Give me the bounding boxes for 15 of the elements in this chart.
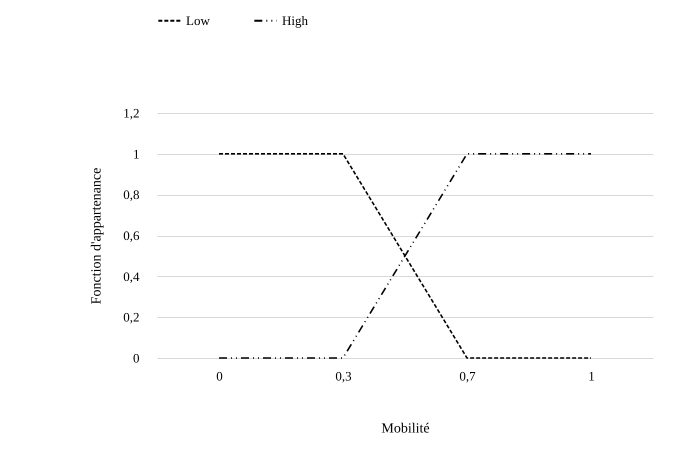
y-tick-label: 0,2 [123,310,140,325]
x-tick-label: 0,7 [459,368,476,384]
y-tick-label: 1,2 [123,106,140,120]
y-tick-label: 0,6 [123,228,140,243]
y-tick-label: 1 [133,146,140,162]
y-axis-title: Fonction d'appartenance [89,168,104,304]
x-tick-label: 1 [588,368,595,384]
legend-label: High [282,12,308,28]
y-tick-label: 0,4 [123,268,140,284]
y-tick-label: 0,8 [123,187,140,202]
x-axis-title: Mobilité [381,422,430,436]
x-tick-label: 0,3 [335,368,352,384]
legend-label: Low [186,12,210,28]
x-tick-label: 0 [216,368,223,384]
y-tick-label: 0 [133,350,140,366]
